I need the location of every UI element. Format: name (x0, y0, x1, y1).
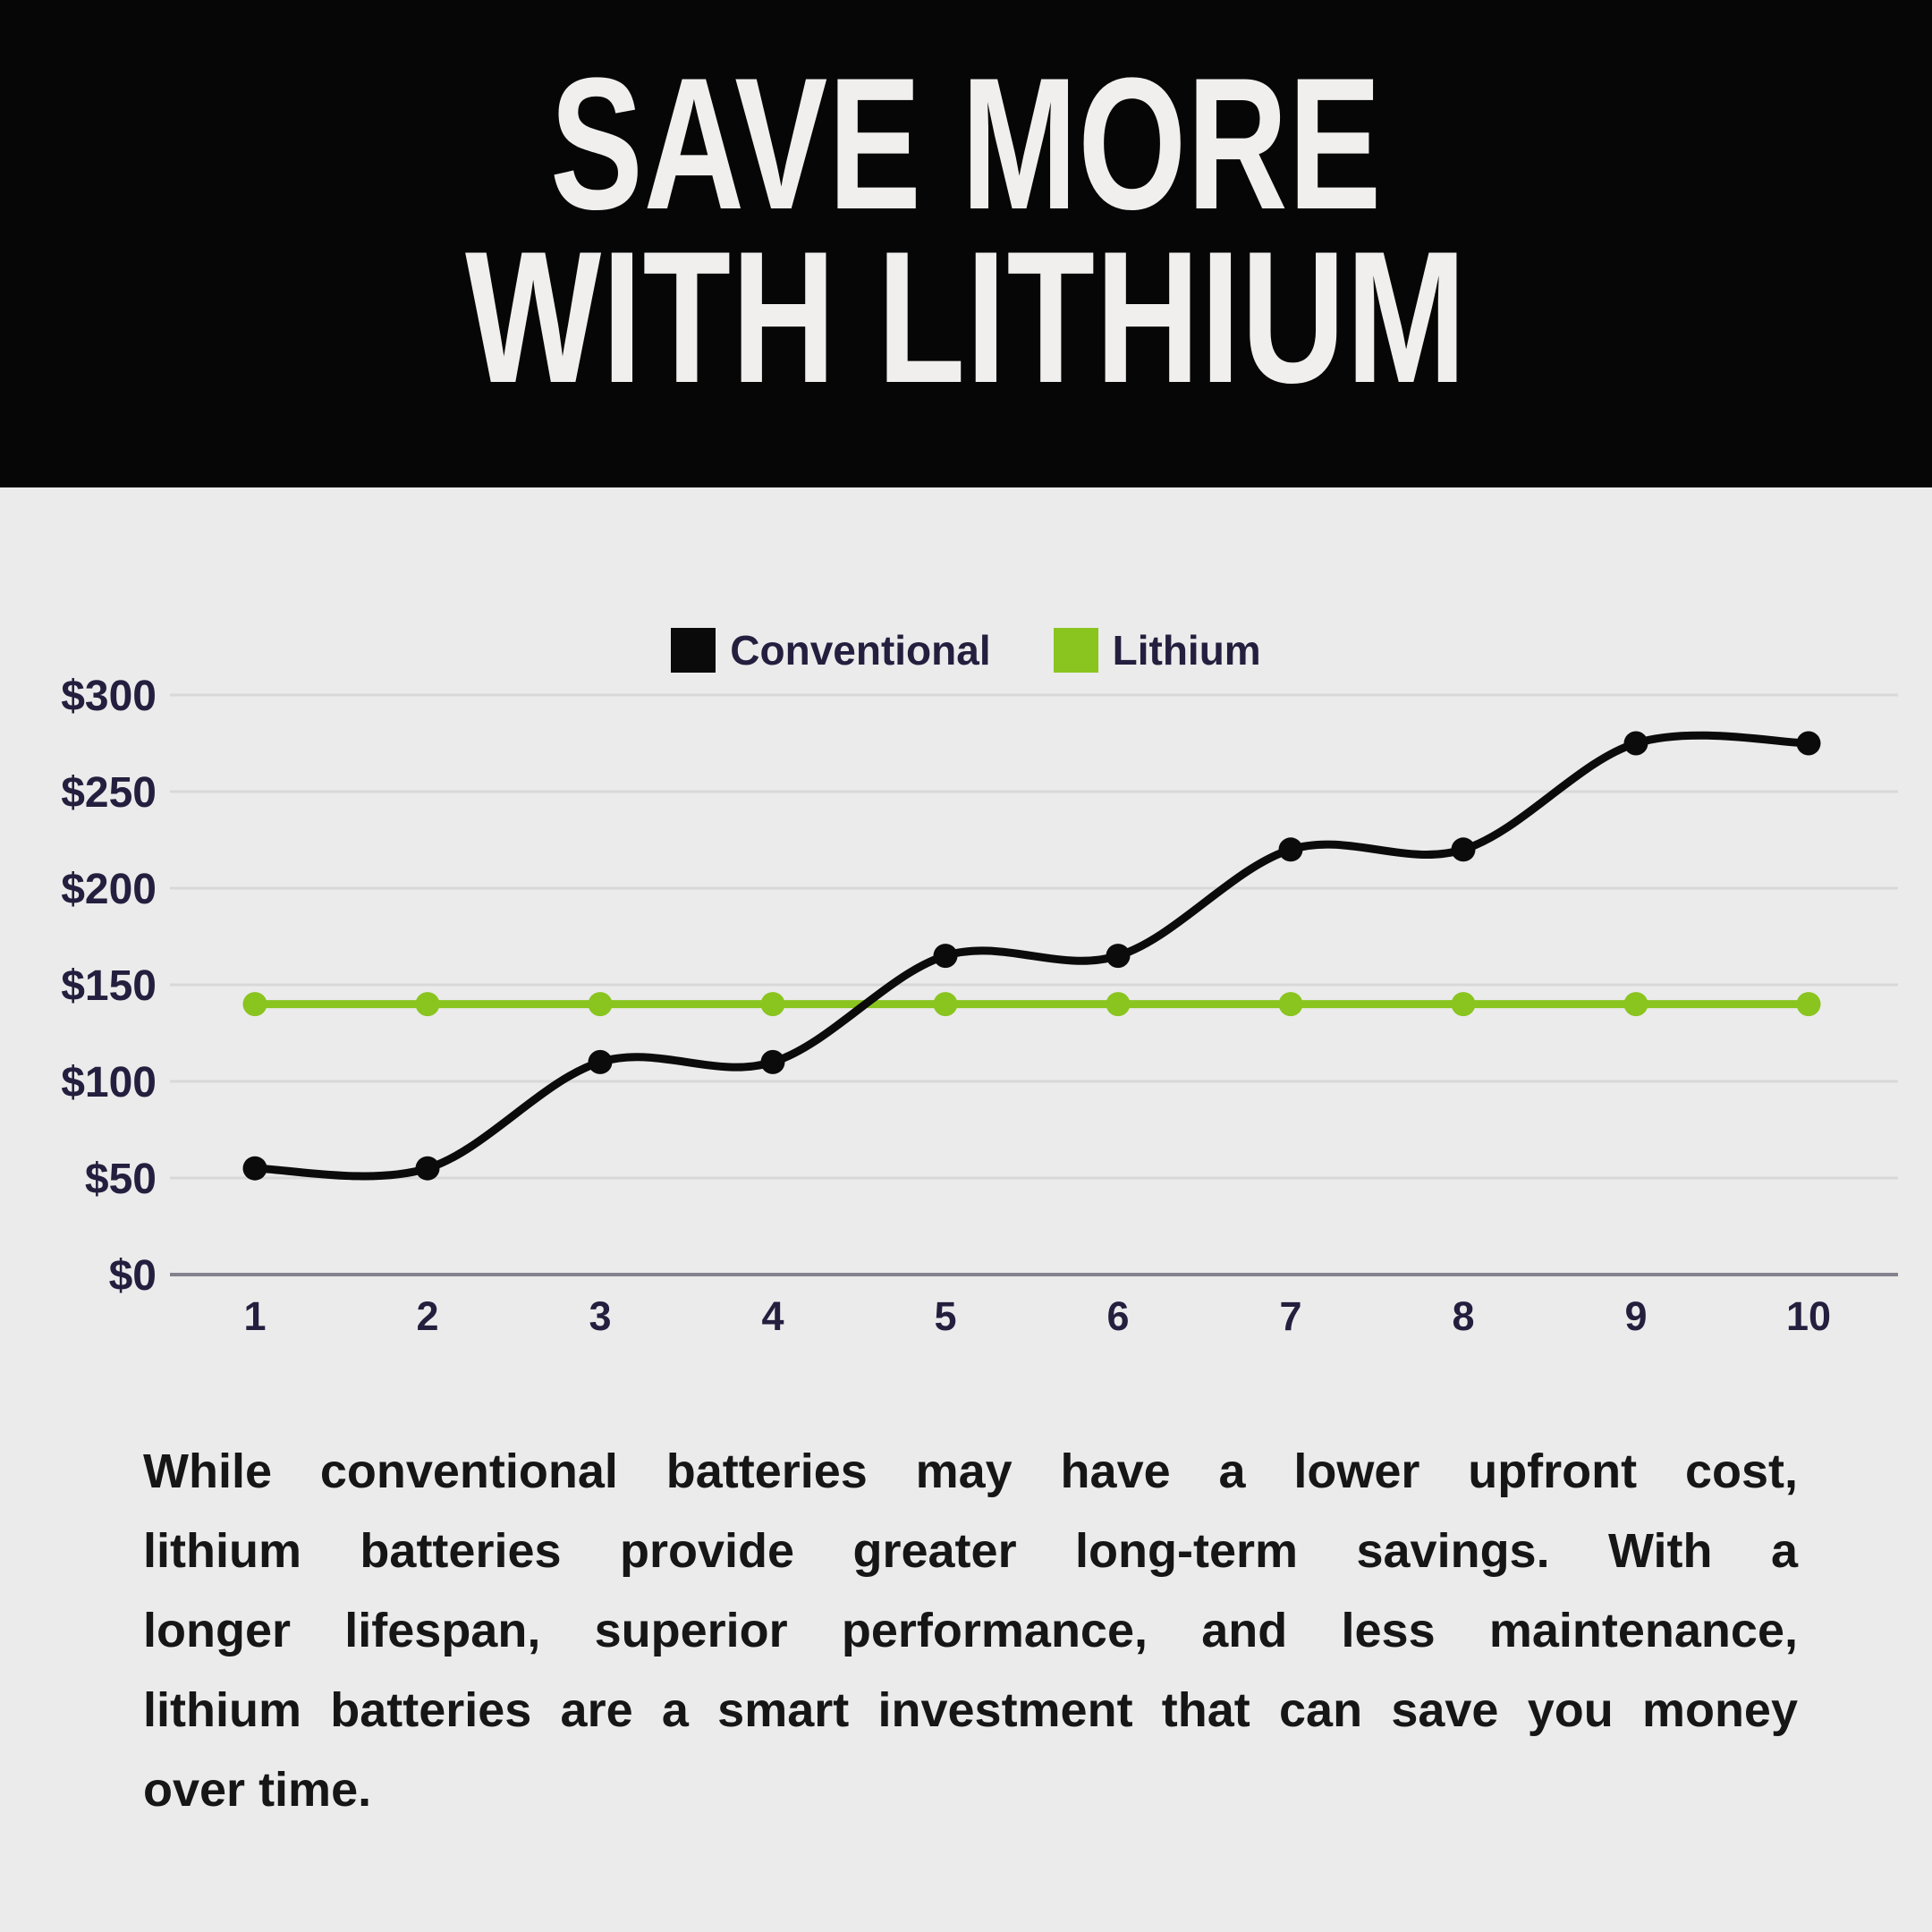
page-title-line1: SAVE MORE (550, 38, 1382, 249)
y-axis-labels: $0 $50 $100 $150 $200 $250 $300 (61, 673, 157, 1300)
y-tick-label: $0 (109, 1252, 157, 1300)
data-point-conventional (933, 944, 958, 969)
x-tick-label: 6 (1106, 1293, 1129, 1339)
data-point-lithium (760, 992, 785, 1017)
description-line: lithium batteries provide greater long-t… (143, 1524, 1798, 1578)
data-point-conventional (242, 1156, 267, 1181)
series-line-conventional (250, 731, 1813, 1181)
data-point-conventional (1278, 837, 1303, 862)
y-tick-label: $150 (61, 962, 157, 1010)
data-point-conventional (1796, 731, 1821, 756)
page-title-line2: WITH LITHIUM (465, 212, 1467, 422)
gridlines-group (170, 693, 1898, 1276)
description-line: While conventional batteries may have a … (143, 1445, 1798, 1498)
x-tick-label: 9 (1624, 1293, 1647, 1339)
legend-item-conventional: Conventional (671, 626, 991, 674)
data-point-lithium (415, 992, 440, 1017)
x-tick-label: 4 (761, 1293, 784, 1339)
x-tick-label: 7 (1279, 1293, 1301, 1339)
legend-label-conventional: Conventional (730, 627, 991, 674)
description-line: longer lifespan, superior performance, a… (143, 1604, 1798, 1657)
x-axis-labels: 1 2 3 4 5 6 7 8 9 10 (243, 1293, 1831, 1339)
data-point-conventional (1623, 731, 1648, 756)
description-line: over time. (143, 1763, 372, 1817)
description-line: lithium batteries are a smart investment… (143, 1683, 1798, 1737)
y-tick-label: $200 (61, 866, 157, 913)
data-point-conventional (1451, 837, 1476, 862)
y-tick-label: $300 (61, 673, 157, 720)
x-tick-label: 5 (934, 1293, 956, 1339)
x-tick-label: 8 (1452, 1293, 1474, 1339)
data-point-lithium (1278, 992, 1303, 1017)
data-point-lithium (1106, 992, 1131, 1017)
data-point-conventional (415, 1156, 440, 1181)
x-tick-label: 2 (416, 1293, 438, 1339)
data-point-lithium (588, 992, 613, 1017)
x-tick-label: 10 (1786, 1293, 1831, 1339)
data-point-conventional (1106, 944, 1131, 969)
data-point-conventional (588, 1049, 613, 1074)
data-point-conventional (760, 1049, 785, 1074)
data-point-lithium (1451, 992, 1476, 1017)
y-tick-label: $100 (61, 1059, 157, 1106)
x-tick-label: 1 (243, 1293, 266, 1339)
data-point-lithium (1623, 992, 1648, 1017)
y-tick-label: $50 (85, 1156, 157, 1203)
description-paragraph: While conventional batteries may have a … (143, 1432, 1798, 1830)
legend-item-lithium: Lithium (1053, 626, 1261, 674)
x-tick-label: 3 (589, 1293, 611, 1339)
chart-legend: Conventional Lithium (0, 626, 1932, 674)
title-graphic: SAVE MORE WITH LITHIUM (465, 38, 1467, 422)
data-point-lithium (1796, 992, 1821, 1017)
data-point-lithium (242, 992, 267, 1017)
legend-label-lithium: Lithium (1112, 627, 1261, 674)
y-tick-label: $250 (61, 769, 157, 817)
lithium-swatch-icon (1053, 628, 1098, 673)
header-banner: SAVE MORE WITH LITHIUM (0, 0, 1932, 487)
series-group (242, 731, 1821, 1181)
data-point-lithium (933, 992, 958, 1017)
conventional-swatch-icon (671, 628, 716, 673)
